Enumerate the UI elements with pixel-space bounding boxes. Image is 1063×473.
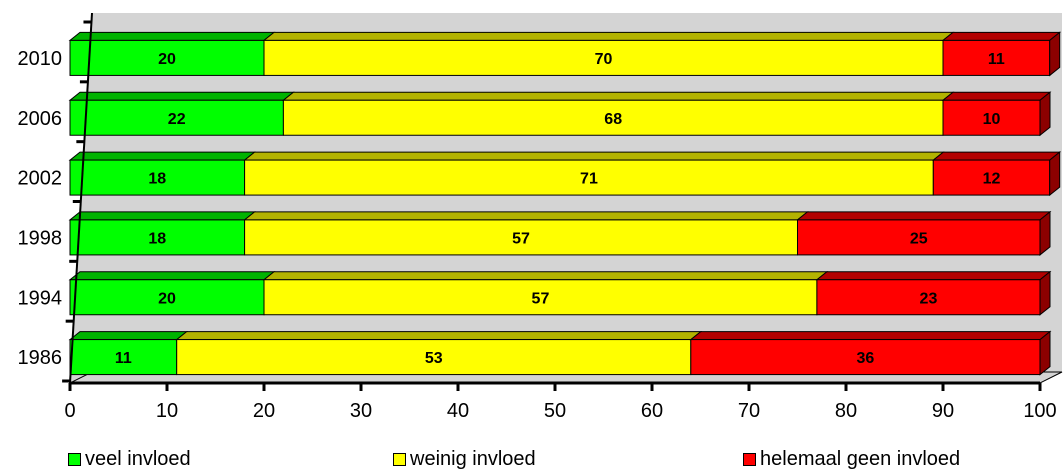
bar-segment-1998-s2 xyxy=(797,219,1041,256)
bar-top-2006-s0 xyxy=(68,91,295,101)
data-label: 10 xyxy=(983,111,1001,128)
bar-segment-2006-s0 xyxy=(69,99,284,136)
data-label: 36 xyxy=(857,350,875,367)
bar-top-2010-s2 xyxy=(941,31,1062,41)
x-tick-label: 60 xyxy=(641,400,663,422)
x-tick-label: 20 xyxy=(253,400,275,422)
legend-swatch-red xyxy=(743,452,756,466)
legend-swatch-yellow xyxy=(393,452,406,466)
bar-2002: 18 71 12 xyxy=(68,151,1062,197)
y-tick-label: 1994 xyxy=(18,287,63,309)
x-tick-label: 50 xyxy=(544,400,566,422)
legend-swatch-green xyxy=(68,452,81,466)
y-axis-labels: 2010 2006 2002 1998 1994 1986 xyxy=(18,12,93,384)
bar-segment-1986-s0 xyxy=(69,339,178,376)
bar-1998: 18 57 25 xyxy=(68,210,1052,256)
bar-segment-1986-s1 xyxy=(176,339,692,376)
bar-top-1994-s1 xyxy=(262,271,829,281)
bar-top-1998-s0 xyxy=(68,211,257,221)
bar-top-1998-s1 xyxy=(243,211,809,221)
data-label: 57 xyxy=(532,290,550,307)
data-label: 57 xyxy=(512,230,530,247)
legend-label: weinig invloed xyxy=(410,447,536,470)
bar-side-1994 xyxy=(1039,270,1051,316)
bar-segment-2002-s1 xyxy=(244,159,934,196)
bar-segment-1994-s2 xyxy=(816,279,1041,316)
bar-side-2002 xyxy=(1049,151,1061,197)
data-label: 71 xyxy=(580,171,598,188)
bar-segment-1994-s0 xyxy=(69,279,265,316)
bar-top-1986-s1 xyxy=(175,331,703,341)
data-label: 23 xyxy=(920,290,938,307)
legend-item-helemaal-geen-invloed: helemaal geen invloed xyxy=(743,447,960,471)
bar-segment-1998-s1 xyxy=(244,219,799,256)
x-tick-label: 80 xyxy=(835,400,857,422)
bar-segment-1998-s0 xyxy=(69,219,246,256)
bar-top-2002-s1 xyxy=(243,151,945,161)
x-tick-label: 100 xyxy=(1023,400,1056,422)
bar-side-1986 xyxy=(1039,330,1051,376)
bar-side-2006 xyxy=(1039,91,1051,137)
y-tick-label: 1998 xyxy=(18,227,63,249)
legend-item-weinig-invloed: weinig invloed xyxy=(393,447,536,471)
x-tick-label: 70 xyxy=(738,400,760,422)
bar-segment-2002-s2 xyxy=(932,159,1051,196)
bar-top-2002-s0 xyxy=(68,151,257,161)
bar-top-2006-s2 xyxy=(941,91,1052,101)
y-tick-label: 2010 xyxy=(18,48,63,70)
bar-segment-2006-s1 xyxy=(282,99,944,136)
x-axis: 0 10 20 30 40 50 60 70 80 90 100 xyxy=(64,381,1057,422)
bar-segment-2006-s2 xyxy=(942,99,1041,136)
legend-label: helemaal geen invloed xyxy=(760,447,961,470)
x-tick-label: 40 xyxy=(447,400,469,422)
bar-segment-2002-s0 xyxy=(69,159,246,196)
bar-2006: 22 68 10 xyxy=(68,91,1052,137)
legend-label: veel invloed xyxy=(85,447,191,470)
bars-group: 20 70 11 22 68 10 18 71 12 18 57 25 20 57 23 11 53 36 xyxy=(68,31,1062,376)
data-label: 11 xyxy=(988,51,1005,68)
bar-segment-1986-s2 xyxy=(690,339,1041,376)
bar-top-1998-s2 xyxy=(796,211,1052,221)
bar-side-1998 xyxy=(1039,210,1051,256)
y-tick-label: 2002 xyxy=(18,168,63,190)
data-label: 25 xyxy=(910,230,928,247)
bar-1986: 11 53 36 xyxy=(68,330,1052,376)
x-tick-label: 0 xyxy=(64,400,75,422)
data-label: 18 xyxy=(148,230,166,247)
data-label: 20 xyxy=(158,51,176,68)
bar-2010: 20 70 11 xyxy=(68,31,1062,77)
bar-segment-1994-s1 xyxy=(263,279,818,316)
data-label: 12 xyxy=(983,171,1001,188)
bar-top-2010-s1 xyxy=(262,31,955,41)
y-tick-label: 1986 xyxy=(18,347,63,369)
x-tick-label: 90 xyxy=(932,400,954,422)
x-tick-label: 10 xyxy=(156,400,178,422)
bar-segment-2010-s0 xyxy=(69,39,265,76)
bar-1994: 20 57 23 xyxy=(68,270,1052,316)
data-label: 20 xyxy=(158,290,176,307)
data-label: 68 xyxy=(604,111,622,128)
bar-top-1986-s2 xyxy=(689,331,1052,341)
bar-top-1994-s0 xyxy=(68,271,276,281)
x-tick-label: 30 xyxy=(350,400,372,422)
data-label: 11 xyxy=(115,350,132,367)
bar-top-1994-s2 xyxy=(815,271,1052,281)
data-label: 18 xyxy=(148,171,166,188)
data-label: 22 xyxy=(168,111,186,128)
legend-item-veel-invloed: veel invloed xyxy=(68,447,191,471)
y-tick-label: 2006 xyxy=(18,108,63,130)
bar-top-2006-s1 xyxy=(281,91,955,101)
bar-top-1986-s0 xyxy=(68,331,189,341)
bar-side-2010 xyxy=(1049,31,1061,77)
bar-top-2010-s0 xyxy=(68,31,276,41)
data-label: 70 xyxy=(595,51,613,68)
data-label: 53 xyxy=(425,350,443,367)
bar-top-2002-s2 xyxy=(931,151,1062,161)
